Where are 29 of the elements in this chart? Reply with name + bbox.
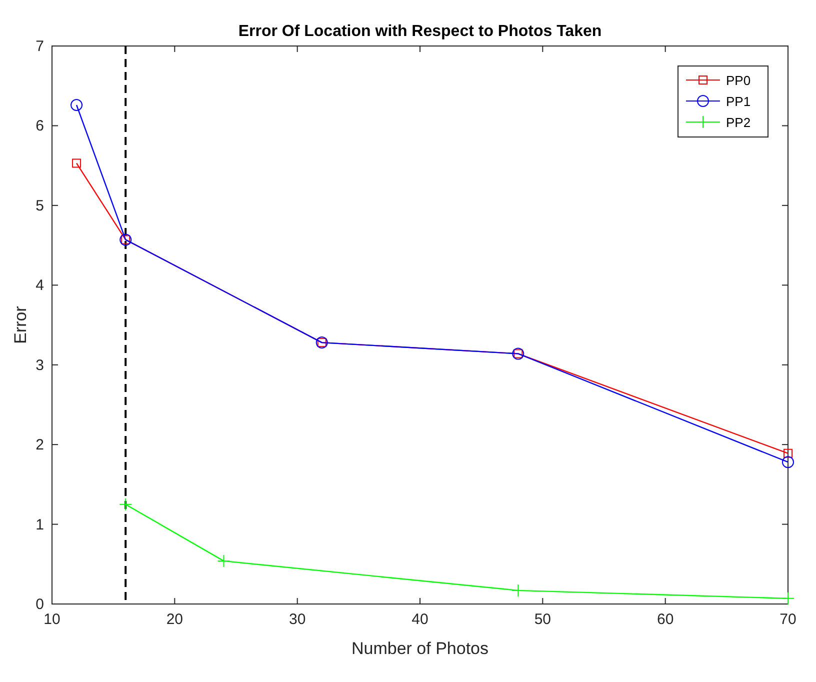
- point: [119, 498, 132, 511]
- y-tick-label: 1: [36, 516, 44, 534]
- x-tick-label: 10: [44, 611, 60, 628]
- x-axis-title: Number of Photos: [351, 639, 489, 658]
- point: [782, 456, 794, 468]
- y-tick-label: 4: [36, 277, 44, 294]
- legend-label: PP0: [726, 73, 751, 88]
- y-tick-label: 3: [36, 356, 44, 374]
- y-tick-label: 2: [36, 436, 44, 454]
- y-tick-label: 0: [36, 596, 44, 613]
- x-tick-label: 30: [288, 611, 306, 628]
- y-tick-label: 7: [36, 38, 44, 55]
- point: [782, 592, 794, 605]
- point: [72, 158, 82, 168]
- point: [70, 98, 83, 111]
- x-tick-label: 70: [780, 611, 796, 628]
- point: [784, 448, 792, 458]
- chart-title: Error Of Location with Respect to Photos Taken: [238, 23, 602, 40]
- x-tick-label: 40: [412, 611, 428, 628]
- point: [512, 584, 525, 597]
- legend-label: PP1: [726, 94, 751, 109]
- x-tick-label: 50: [534, 611, 552, 628]
- x-tick-label: 60: [656, 611, 674, 628]
- y-tick-label: 6: [36, 118, 44, 135]
- legend-label: PP2: [726, 115, 751, 130]
- x-tick-label: 20: [166, 611, 184, 628]
- y-tick-label: 5: [36, 197, 44, 214]
- y-axis-title: Error: [11, 306, 30, 344]
- point: [217, 554, 230, 568]
